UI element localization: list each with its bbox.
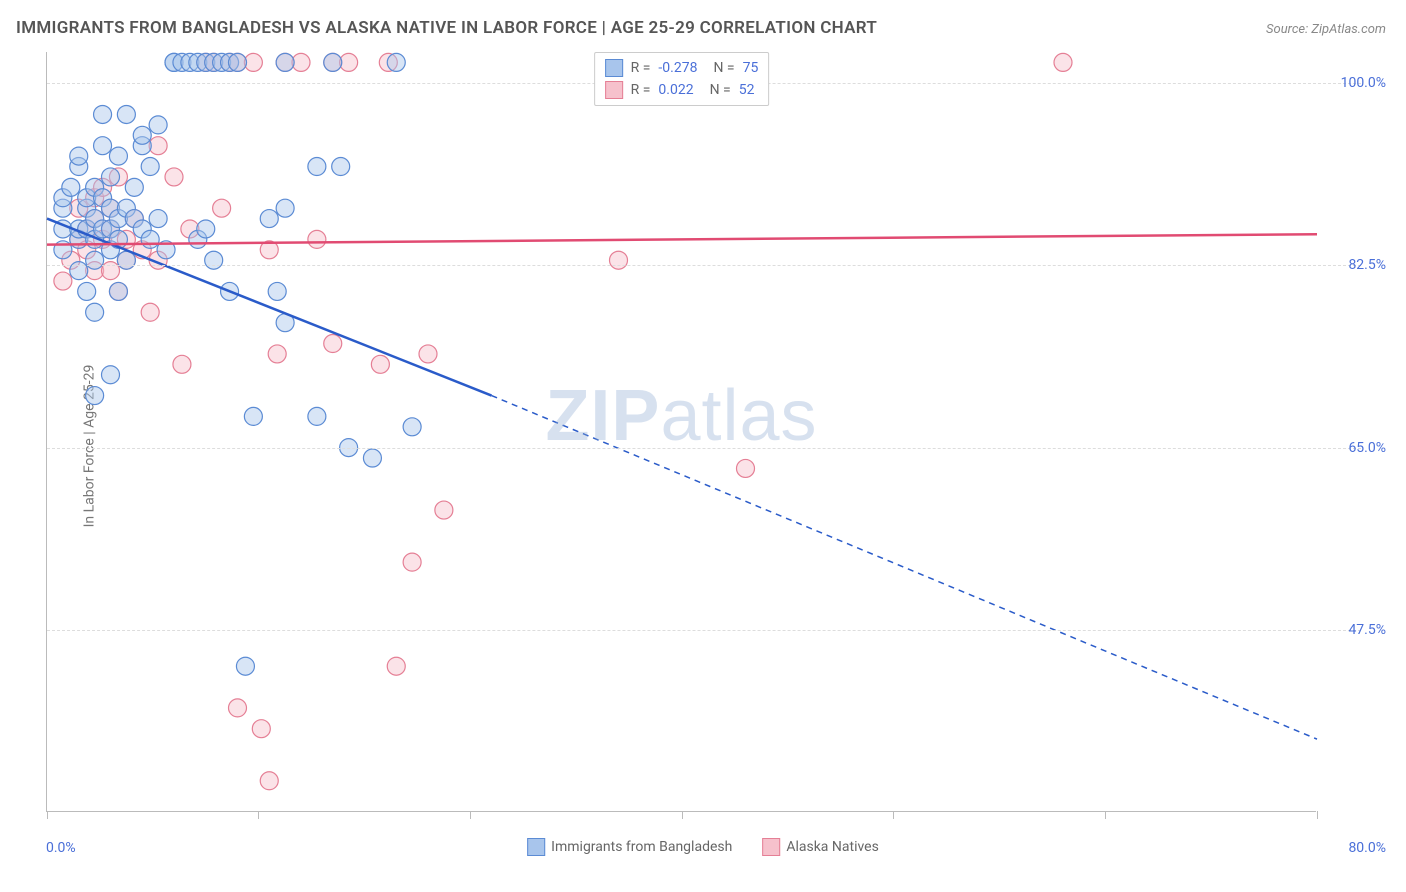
- plot-area: R = -0.278 N = 75 R = 0.022 N = 52 ZIPat…: [46, 52, 1316, 812]
- regression-line-solid: [47, 234, 1317, 244]
- scatter-point: [205, 251, 223, 269]
- n-label: N =: [713, 60, 734, 76]
- scatter-point: [70, 262, 88, 280]
- legend-item: Immigrants from Bangladesh: [527, 838, 732, 856]
- legend-swatch-blue: [605, 59, 623, 77]
- scatter-point: [149, 116, 167, 134]
- legend-stats: R = -0.278 N = 75 R = 0.022 N = 52: [594, 52, 770, 106]
- scatter-point: [133, 126, 151, 144]
- scatter-point: [141, 158, 159, 176]
- legend-label: Immigrants from Bangladesh: [551, 839, 732, 855]
- legend-stats-row-2: R = 0.022 N = 52: [605, 79, 759, 101]
- scatter-point: [117, 105, 135, 123]
- scatter-point: [141, 230, 159, 248]
- scatter-point: [419, 345, 437, 363]
- x-tick: [1105, 811, 1106, 819]
- scatter-point: [94, 105, 112, 123]
- legend-stats-row-1: R = -0.278 N = 75: [605, 57, 759, 79]
- scatter-point: [252, 720, 270, 738]
- scatter-point: [610, 251, 628, 269]
- x-tick: [893, 811, 894, 819]
- scatter-point: [268, 282, 286, 300]
- n-value-2: 52: [739, 82, 755, 98]
- scatter-point: [236, 657, 254, 675]
- correlation-chart: IMMIGRANTS FROM BANGLADESH VS ALASKA NAT…: [0, 0, 1406, 892]
- scatter-point: [268, 345, 286, 363]
- scatter-point: [332, 158, 350, 176]
- scatter-point: [78, 282, 96, 300]
- scatter-point: [141, 303, 159, 321]
- scatter-point: [244, 407, 262, 425]
- scatter-point: [363, 449, 381, 467]
- scatter-point: [1054, 53, 1072, 71]
- scatter-point: [387, 53, 405, 71]
- scatter-point: [260, 210, 278, 228]
- scatter-point: [62, 178, 80, 196]
- scatter-point: [737, 459, 755, 477]
- scatter-point: [165, 168, 183, 186]
- y-tick-label: 100.0%: [1341, 75, 1386, 91]
- scatter-point: [276, 53, 294, 71]
- scatter-point: [109, 282, 127, 300]
- scatter-point: [70, 147, 88, 165]
- scatter-point: [371, 355, 389, 373]
- legend-swatch-pink: [605, 81, 623, 99]
- gridline: [47, 448, 1361, 449]
- r-value-1: -0.278: [658, 60, 697, 76]
- n-label: N =: [710, 82, 731, 98]
- scatter-point: [149, 210, 167, 228]
- scatter-point: [403, 553, 421, 571]
- source-attribution: Source: ZipAtlas.com: [1266, 22, 1386, 37]
- scatter-point: [173, 355, 191, 373]
- x-tick: [682, 811, 683, 819]
- scatter-point: [197, 220, 215, 238]
- scatter-point: [387, 657, 405, 675]
- r-label: R =: [631, 60, 651, 76]
- x-tick: [47, 811, 48, 819]
- scatter-point: [109, 147, 127, 165]
- n-value-1: 75: [743, 60, 759, 76]
- scatter-point: [403, 418, 421, 436]
- scatter-point: [86, 303, 104, 321]
- scatter-point: [435, 501, 453, 519]
- scatter-point: [229, 699, 247, 717]
- x-tick: [258, 811, 259, 819]
- y-tick-label: 65.0%: [1348, 440, 1386, 456]
- r-value-2: 0.022: [658, 82, 693, 98]
- x-axis-max-label: 80.0%: [1348, 840, 1386, 856]
- y-tick-label: 47.5%: [1348, 622, 1386, 638]
- scatter-point: [260, 772, 278, 790]
- x-tick: [470, 811, 471, 819]
- scatter-point: [102, 366, 120, 384]
- legend-swatch: [762, 838, 780, 856]
- plot-svg: [47, 52, 1316, 811]
- gridline: [47, 265, 1361, 266]
- scatter-point: [94, 137, 112, 155]
- scatter-point: [324, 53, 342, 71]
- scatter-point: [125, 178, 143, 196]
- y-tick-label: 82.5%: [1348, 257, 1386, 273]
- scatter-point: [86, 251, 104, 269]
- legend-bottom: Immigrants from Bangladesh Alaska Natives: [527, 838, 879, 856]
- legend-label: Alaska Natives: [786, 839, 879, 855]
- legend-swatch: [527, 838, 545, 856]
- r-label: R =: [631, 82, 651, 98]
- scatter-point: [102, 262, 120, 280]
- scatter-point: [324, 335, 342, 353]
- chart-title: IMMIGRANTS FROM BANGLADESH VS ALASKA NAT…: [16, 18, 877, 38]
- gridline: [47, 630, 1361, 631]
- legend-item: Alaska Natives: [762, 838, 879, 856]
- scatter-point: [308, 407, 326, 425]
- scatter-point: [213, 199, 231, 217]
- x-tick: [1317, 811, 1318, 819]
- scatter-point: [308, 230, 326, 248]
- x-axis-min-label: 0.0%: [46, 840, 76, 856]
- scatter-point: [308, 158, 326, 176]
- scatter-point: [102, 168, 120, 186]
- scatter-point: [276, 199, 294, 217]
- scatter-point: [229, 53, 247, 71]
- scatter-point: [54, 272, 72, 290]
- scatter-point: [86, 387, 104, 405]
